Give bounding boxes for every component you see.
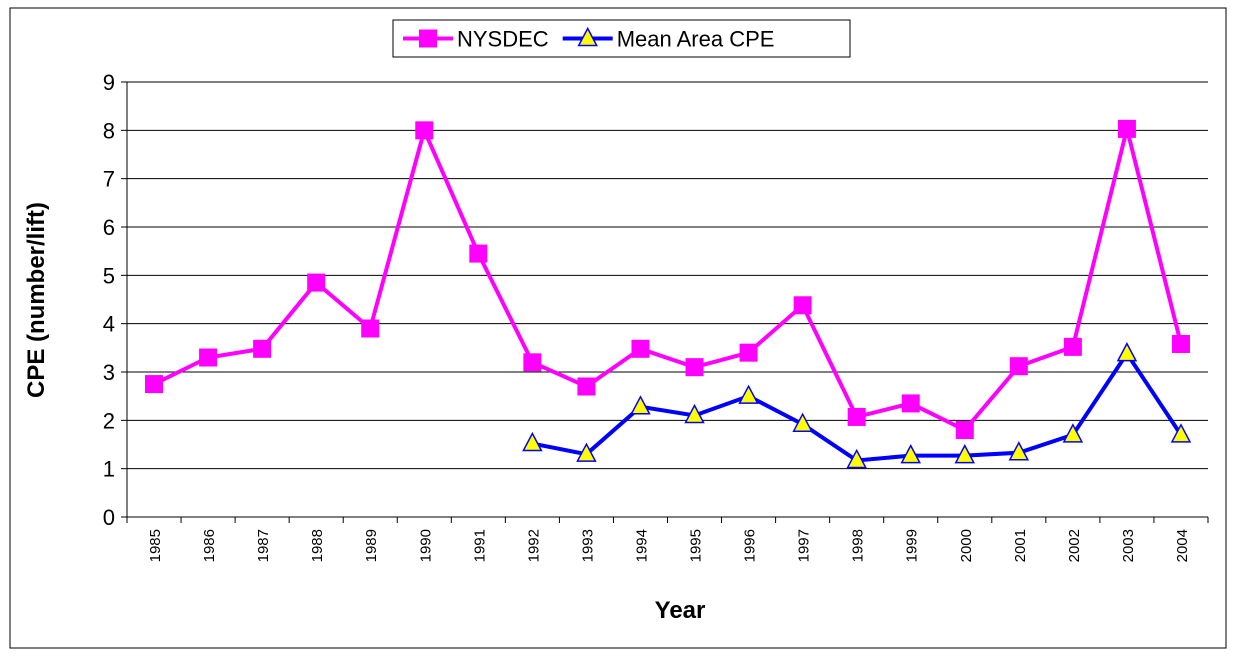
marker	[415, 121, 434, 140]
marker	[577, 377, 596, 396]
x-tick-label: 2000	[958, 529, 975, 562]
y-tick-label: 1	[103, 457, 115, 482]
x-tick-label: 1989	[363, 529, 380, 562]
x-tick-label: 1994	[633, 529, 650, 562]
marker	[253, 339, 272, 358]
marker	[738, 384, 759, 404]
legend-box	[392, 19, 851, 58]
y-tick-label: 4	[103, 312, 115, 337]
marker	[522, 431, 543, 452]
x-tick-label: 2003	[1120, 529, 1137, 562]
marker	[900, 444, 921, 464]
x-tick-label: 1995	[688, 529, 705, 562]
marker	[684, 403, 705, 424]
x-tick-label: 1996	[742, 529, 759, 562]
y-tick-label: 6	[103, 215, 115, 240]
marker	[901, 394, 920, 413]
x-tick-label: 1997	[796, 529, 813, 562]
x-tick-label: 1990	[417, 529, 434, 562]
legend-marker	[419, 29, 437, 48]
marker	[955, 421, 974, 439]
y-tick-label: 5	[103, 263, 115, 288]
marker	[523, 353, 542, 372]
marker	[739, 343, 758, 362]
marker	[1116, 342, 1138, 362]
marker	[1063, 337, 1082, 356]
marker	[793, 296, 812, 315]
marker	[846, 448, 867, 469]
marker	[847, 407, 866, 426]
marker	[685, 358, 704, 377]
x-tick-label: 1991	[471, 529, 488, 562]
y-tick-label: 3	[103, 360, 115, 385]
y-tick-label: 8	[103, 118, 115, 143]
x-tick-label: 1988	[309, 529, 326, 562]
marker	[469, 244, 488, 263]
y-tick-label: 9	[103, 70, 115, 95]
marker	[1062, 423, 1084, 443]
x-tick-label: 1985	[147, 529, 164, 562]
x-tick-label: 1999	[904, 529, 921, 562]
legend-label: NYSDEC	[457, 27, 549, 52]
y-axis-label: CPE (number/lift)	[23, 202, 50, 398]
x-tick-label: 1992	[525, 529, 542, 562]
x-tick-label: 2004	[1174, 529, 1191, 562]
legend-marker	[577, 26, 598, 47]
marker	[1008, 441, 1030, 461]
x-tick-label: 2001	[1012, 529, 1029, 562]
marker	[1009, 357, 1028, 376]
marker	[307, 273, 326, 292]
legend: NYSDEC Mean Area CPE	[392, 19, 851, 58]
marker	[576, 442, 597, 462]
y-tick-label: 0	[103, 505, 115, 530]
x-tick-label: 1986	[201, 529, 218, 562]
marker	[199, 348, 218, 367]
x-tick-label: 1993	[579, 529, 596, 562]
x-axis-label: Year	[655, 597, 706, 624]
y-tick-label: 2	[103, 408, 115, 433]
marker	[1171, 334, 1190, 353]
series-line	[153, 124, 1183, 433]
legend-label: Mean Area CPE	[617, 27, 775, 52]
marker	[792, 412, 813, 432]
chart-border	[9, 7, 1227, 649]
marker	[954, 444, 976, 464]
x-tick-label: 1998	[850, 529, 867, 562]
marker	[361, 319, 380, 338]
x-tick-label: 2002	[1066, 529, 1083, 562]
marker	[631, 339, 650, 358]
y-tick-label: 7	[103, 167, 115, 192]
x-tick-label: 1987	[255, 529, 272, 562]
marker	[1117, 119, 1136, 138]
marker	[630, 395, 651, 415]
marker	[1170, 423, 1192, 443]
marker	[145, 375, 164, 394]
